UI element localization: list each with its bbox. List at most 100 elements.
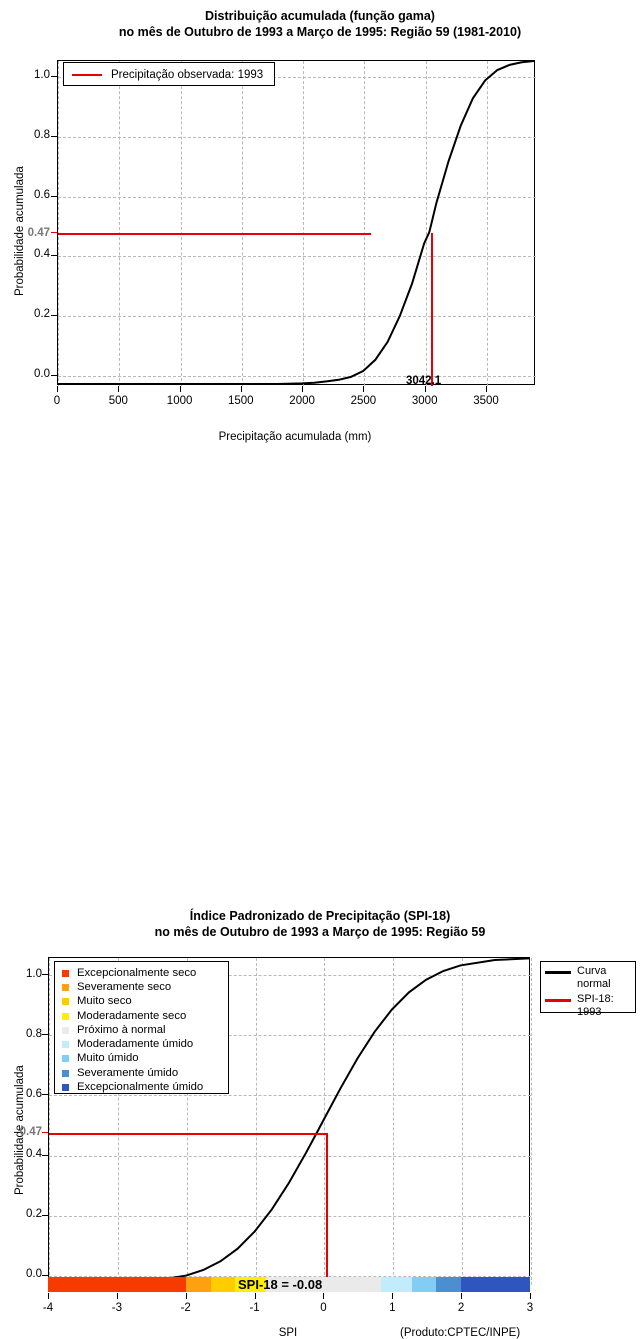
top-plot-area bbox=[57, 60, 536, 386]
top-ytick-label: 0.0 bbox=[34, 368, 50, 380]
top-xtick-mark bbox=[424, 386, 426, 392]
category-color-swatch-icon bbox=[62, 1084, 69, 1092]
legend-label: SPI-18: 1993 bbox=[577, 993, 635, 1018]
legend-row-spi-18-1993: SPI-18: 1993 bbox=[541, 990, 635, 1018]
colorbar-segment bbox=[461, 1277, 530, 1292]
top-xtick-mark bbox=[486, 386, 487, 392]
bottom-xtick-mark bbox=[185, 1293, 187, 1299]
top-xtick-label: 3000 bbox=[411, 395, 438, 407]
legend-category-row: Moderadamente seco bbox=[55, 1009, 228, 1023]
top-chart-title-line1: Distribuição acumulada (função gama) bbox=[205, 9, 435, 23]
category-color-swatch-icon bbox=[62, 1041, 69, 1049]
top-ytick-mark bbox=[51, 135, 57, 137]
bottom-ytick-label: 0.4 bbox=[26, 1148, 42, 1160]
gridline-v bbox=[303, 61, 305, 386]
gridline-h bbox=[58, 376, 536, 377]
top-ytick-label: 1.0 bbox=[34, 69, 50, 81]
category-color-swatch-icon bbox=[62, 1026, 69, 1034]
bottom-ytick-mark bbox=[42, 1034, 48, 1036]
bottom-xtick-label: -4 bbox=[42, 1302, 54, 1314]
spi-value-annotation: SPI-18 = -0.08 bbox=[238, 1277, 323, 1292]
legend-category-row: Moderadamente úmido bbox=[55, 1037, 228, 1051]
cumulative-distribution-panel: Distribuição acumulada (função gama) no … bbox=[0, 0, 640, 450]
legend-label-line1: Curva bbox=[577, 965, 607, 977]
category-color-swatch-icon bbox=[62, 1069, 69, 1077]
spi-category-legend: Excepcionalmente seco Severamente seco Mui… bbox=[54, 961, 229, 1094]
top-chart-title: Distribuição acumulada (função gama) no … bbox=[0, 8, 640, 40]
top-precipitation-line bbox=[431, 233, 433, 386]
bottom-xtick-mark bbox=[48, 1293, 49, 1299]
top-xtick-label: 0 bbox=[53, 395, 61, 407]
gridline-v bbox=[58, 61, 59, 386]
category-label: Moderadamente seco bbox=[77, 1009, 187, 1022]
colorbar-segment bbox=[381, 1277, 412, 1292]
category-color-swatch-icon bbox=[62, 1012, 69, 1020]
top-ytick-mark bbox=[51, 315, 57, 317]
gridline-v bbox=[241, 61, 243, 386]
bottom-xtick-label: 1 bbox=[389, 1302, 396, 1314]
bottom-ytick-mark bbox=[42, 1214, 48, 1216]
top-xtick-label: 1500 bbox=[228, 395, 254, 407]
top-ytick-label: 0.4 bbox=[34, 248, 50, 260]
bottom-xtick-label: -2 bbox=[180, 1302, 191, 1314]
legend-category-row: Severamente seco bbox=[55, 980, 228, 994]
legend-row-curva-normal: Curva normal bbox=[541, 962, 635, 990]
gridline-v bbox=[180, 61, 182, 386]
bottom-xtick-label: -1 bbox=[249, 1302, 260, 1314]
bottom-chart-title-line2: no mês de Outubro de 1993 a Março de 199… bbox=[154, 925, 486, 939]
category-label: Moderadamente úmido bbox=[77, 1038, 194, 1051]
gridline-h bbox=[58, 316, 536, 318]
category-color-swatch-icon bbox=[62, 983, 69, 991]
bottom-curve-legend: Curva normal SPI-18: 1993 bbox=[540, 961, 636, 1018]
gridline-v bbox=[364, 61, 366, 386]
category-label: Excepcionalmente úmido bbox=[77, 1081, 204, 1094]
bottom-ytick-label: 0.0 bbox=[26, 1268, 42, 1280]
bottom-ytick-label: 0.8 bbox=[26, 1028, 42, 1040]
legend-row: Precipitação observada: 1993 bbox=[64, 63, 274, 87]
top-xtick-mark bbox=[302, 386, 304, 392]
colorbar-segment bbox=[48, 1277, 186, 1292]
category-color-swatch-icon bbox=[62, 998, 69, 1006]
category-color-swatch-icon bbox=[62, 969, 69, 977]
gridline-h bbox=[58, 77, 536, 78]
colorbar-segment bbox=[211, 1277, 236, 1292]
gridline-h bbox=[58, 256, 536, 258]
legend-label: Curva normal bbox=[577, 965, 611, 990]
bottom-chart-title: Índice Padronizado de Precipitação (SPI-… bbox=[0, 908, 640, 940]
top-highlight-tick bbox=[51, 232, 57, 234]
bottom-xtick-mark bbox=[392, 1293, 394, 1299]
bottom-xtick-label: 0 bbox=[320, 1302, 327, 1314]
top-xtick-label: 2000 bbox=[289, 395, 315, 407]
producer-credit: (Produto:CPTEC/INPE) bbox=[400, 1327, 521, 1339]
bottom-xtick-mark bbox=[254, 1293, 256, 1299]
category-label: Muito seco bbox=[77, 995, 132, 1008]
top-chart-title-line2: no mês de Outubro de 1993 a Março de 199… bbox=[118, 25, 522, 39]
colorbar-segment bbox=[411, 1277, 436, 1292]
legend-label-line1: SPI-18: 1993 bbox=[577, 993, 614, 1018]
category-color-swatch-icon bbox=[62, 1055, 69, 1063]
legend-category-row: Próximo à normal bbox=[55, 1023, 228, 1037]
top-xtick-mark bbox=[179, 386, 181, 392]
top-ytick-mark bbox=[51, 195, 57, 197]
colorbar-segment bbox=[185, 1277, 212, 1292]
bottom-highlight-probability: 0.47 bbox=[19, 1126, 42, 1138]
category-label: Próximo à normal bbox=[77, 1023, 166, 1036]
legend-category-row: Muito úmido bbox=[55, 1052, 228, 1066]
bottom-spi-line bbox=[326, 1133, 328, 1285]
top-observed-value-annotation: 3042.1 bbox=[406, 375, 442, 387]
legend-label-line2: normal bbox=[577, 977, 611, 990]
bottom-xtick-mark bbox=[116, 1293, 118, 1299]
gridline-h bbox=[58, 196, 536, 198]
legend-category-row: Muito seco bbox=[55, 995, 228, 1009]
top-ytick-mark bbox=[51, 76, 57, 77]
top-xtick-mark bbox=[240, 386, 242, 392]
red-line-icon bbox=[72, 73, 102, 77]
bottom-xtick-mark bbox=[530, 1293, 531, 1299]
category-label: Severamente seco bbox=[77, 980, 172, 993]
top-xtick-label: 3500 bbox=[473, 395, 499, 407]
bottom-ytick-label: 1.0 bbox=[26, 968, 42, 980]
gamma-cdf-curve bbox=[58, 61, 534, 384]
top-xtick-mark bbox=[57, 386, 58, 392]
gridline-v bbox=[531, 958, 532, 1285]
black-line-icon bbox=[545, 971, 571, 974]
